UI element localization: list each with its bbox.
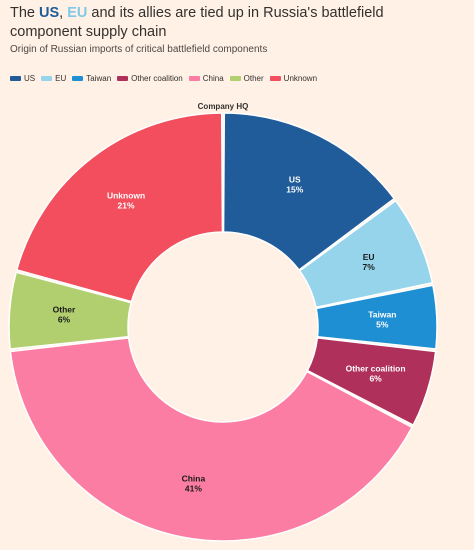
slice-taiwan	[315, 284, 438, 350]
slice-other-coalition	[306, 337, 437, 427]
title-sep: ,	[59, 5, 68, 21]
legend-swatch	[188, 76, 200, 81]
slice-label-other: Other 6%	[53, 305, 76, 325]
chart-legend: US EU Taiwan Other coalition China Other Unkno…	[10, 74, 323, 83]
slice-other	[8, 271, 133, 350]
legend-label: Other	[243, 74, 264, 83]
legend-swatch	[269, 76, 281, 81]
legend-label: China	[202, 74, 224, 83]
title-suffix: and its allies are tied up in Russia's b…	[10, 5, 384, 40]
legend-item-china: China	[188, 74, 224, 83]
legend-item-us: US	[10, 74, 35, 83]
legend-swatch	[72, 76, 84, 81]
slice-label-china: China 41%	[182, 474, 206, 494]
legend-label: US	[24, 74, 36, 83]
slice-label-us: US 15%	[286, 175, 303, 195]
legend-item-eu: EU	[41, 74, 66, 83]
slice-us	[222, 112, 396, 272]
legend-swatch	[10, 76, 21, 81]
slice-label-eu: EU 7%	[362, 252, 375, 272]
legend-item-other: Other	[229, 74, 264, 83]
slice-label-other-coalition: Other coalition 6%	[346, 363, 406, 383]
title-prefix: The	[10, 5, 40, 21]
annotation-company-hq: Company HQ	[198, 102, 249, 111]
slice-label-taiwan: Taiwan 5%	[368, 310, 396, 330]
chart-subtitle: Origin of Russian imports of critical ba…	[10, 44, 268, 55]
slice-unknown	[15, 112, 224, 303]
legend-item-taiwan: Taiwan	[72, 74, 111, 83]
legend-swatch	[117, 76, 129, 81]
legend-label: EU	[55, 74, 67, 83]
slice-china	[9, 337, 414, 542]
chart-title: The US, EU and its allies are tied up in…	[10, 4, 450, 42]
title-eu: EU	[67, 5, 88, 21]
slice-eu	[298, 199, 434, 309]
legend-label: Unknown	[283, 74, 318, 83]
legend-label: Other coalition	[131, 74, 183, 83]
legend-swatch	[41, 76, 53, 81]
legend-swatch	[229, 76, 241, 81]
legend-label: Taiwan	[86, 74, 112, 83]
legend-item-other-coalition: Other coalition	[117, 74, 183, 83]
title-us: US	[39, 5, 60, 21]
legend-item-unknown: Unknown	[269, 74, 318, 83]
slice-label-unknown: Unknown 21%	[107, 190, 145, 210]
